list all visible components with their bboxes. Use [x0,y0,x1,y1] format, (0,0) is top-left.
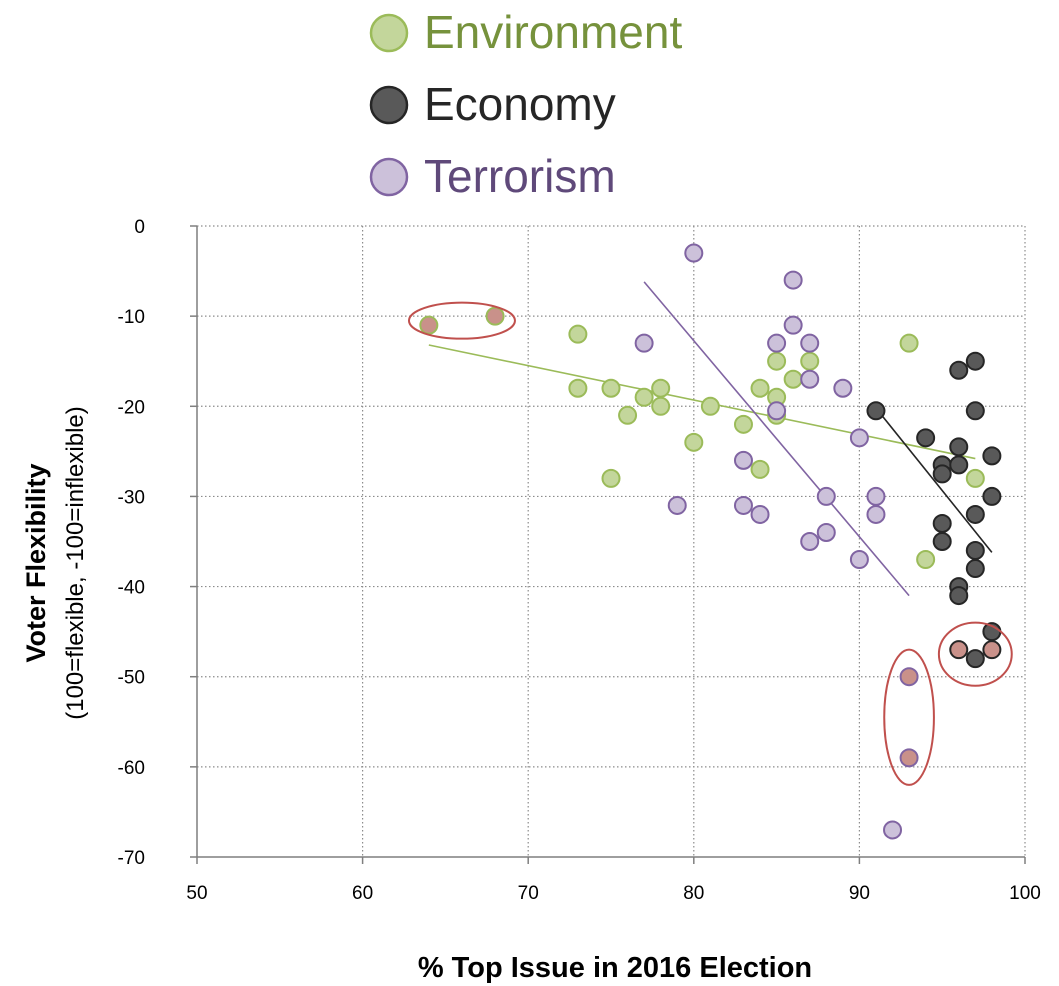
point-terrorism [684,243,704,263]
point-terrorism [800,369,820,389]
point-environment [618,405,638,425]
x-tick-label: 80 [683,883,704,904]
x-tick-label: 50 [186,883,207,904]
point-terrorism [866,504,886,524]
legend-marker-economy [369,85,409,125]
trendlines [428,281,993,597]
point-economy [916,428,936,448]
point-terrorism [767,401,787,421]
highlight-ellipses [407,301,1013,786]
point-environment [568,378,588,398]
y-tick-label: -50 [118,668,145,689]
legend-label-terrorism: Terrorism [424,150,616,202]
point-economy [965,351,985,371]
legend-label-economy: Economy [424,78,616,130]
point-terrorism [849,428,869,448]
point-environment [750,459,770,479]
point-economy [965,401,985,421]
point-environment [965,468,985,488]
y-axis-subtitle: (100=flexible, -100=inflexible) [62,406,89,720]
data-points [419,243,1002,840]
highlight-ellipse [937,621,1013,687]
legend-marker-terrorism [369,157,409,197]
x-tick-label: 100 [1009,883,1041,904]
point-economy [982,486,1002,506]
point-economy [965,541,985,561]
trendline-terrorism [643,281,910,597]
x-tick-label: 70 [518,883,539,904]
point-environment [916,550,936,570]
y-tick-label: -70 [118,848,145,869]
point-environment [700,396,720,416]
point-environment [634,387,654,407]
point-terrorism [899,667,919,687]
y-axis-title: Voter Flexibility [21,463,51,662]
point-terrorism [849,550,869,570]
point-environment [485,306,505,326]
point-economy [932,464,952,484]
point-terrorism [783,270,803,290]
point-terrorism [816,486,836,506]
point-environment [568,324,588,344]
point-environment [783,369,803,389]
legend-label-environment: Environment [424,6,682,58]
grid-lines [197,225,1026,857]
point-environment [651,378,671,398]
point-terrorism [816,522,836,542]
point-terrorism [866,486,886,506]
point-terrorism [750,504,770,524]
y-tick-label: -10 [118,307,145,328]
y-tick-label: -60 [118,758,145,779]
point-terrorism [767,333,787,353]
point-economy [949,640,969,660]
y-tick-label: 0 [134,217,145,238]
y-tick-label: -20 [118,397,145,418]
point-economy [982,446,1002,466]
point-economy [932,513,952,533]
point-terrorism [899,748,919,768]
tick-labels: 50 60 70 80 90 100 0 -10 -20 -30 -40 -50 -60 -70 [118,217,1041,904]
point-terrorism [733,450,753,470]
point-terrorism [783,315,803,335]
point-economy [949,586,969,606]
point-environment [733,414,753,434]
point-economy [965,559,985,579]
point-economy [949,437,969,457]
point-environment [419,315,439,335]
legend-marker-environment [369,13,409,53]
x-tick-label: 60 [352,883,373,904]
point-environment [767,351,787,371]
trendline-economy [875,407,993,553]
point-environment [601,378,621,398]
point-environment [899,333,919,353]
x-tick-label: 90 [849,883,870,904]
point-economy [965,649,985,669]
point-environment [750,378,770,398]
point-economy [932,532,952,551]
point-economy [949,360,969,380]
point-economy [982,640,1002,660]
point-terrorism [800,333,820,353]
axes [190,225,1026,864]
point-terrorism [833,378,853,398]
point-terrorism [634,333,654,353]
highlight-ellipse [883,648,935,786]
point-economy [949,455,969,475]
point-environment [651,396,671,416]
point-terrorism [800,532,820,551]
point-terrorism [733,495,753,515]
point-economy [965,504,985,524]
point-economy [866,401,886,421]
point-terrorism [883,820,903,840]
legend: Environment Economy Terrorism [369,6,682,202]
highlight-ellipse [407,301,516,340]
point-environment [684,432,704,452]
point-terrorism [667,495,687,515]
y-tick-label: -40 [118,578,145,599]
point-environment [800,351,820,371]
point-environment [601,468,621,488]
y-tick-label: -30 [118,487,145,508]
x-axis-title: % Top Issue in 2016 Election [418,952,812,984]
